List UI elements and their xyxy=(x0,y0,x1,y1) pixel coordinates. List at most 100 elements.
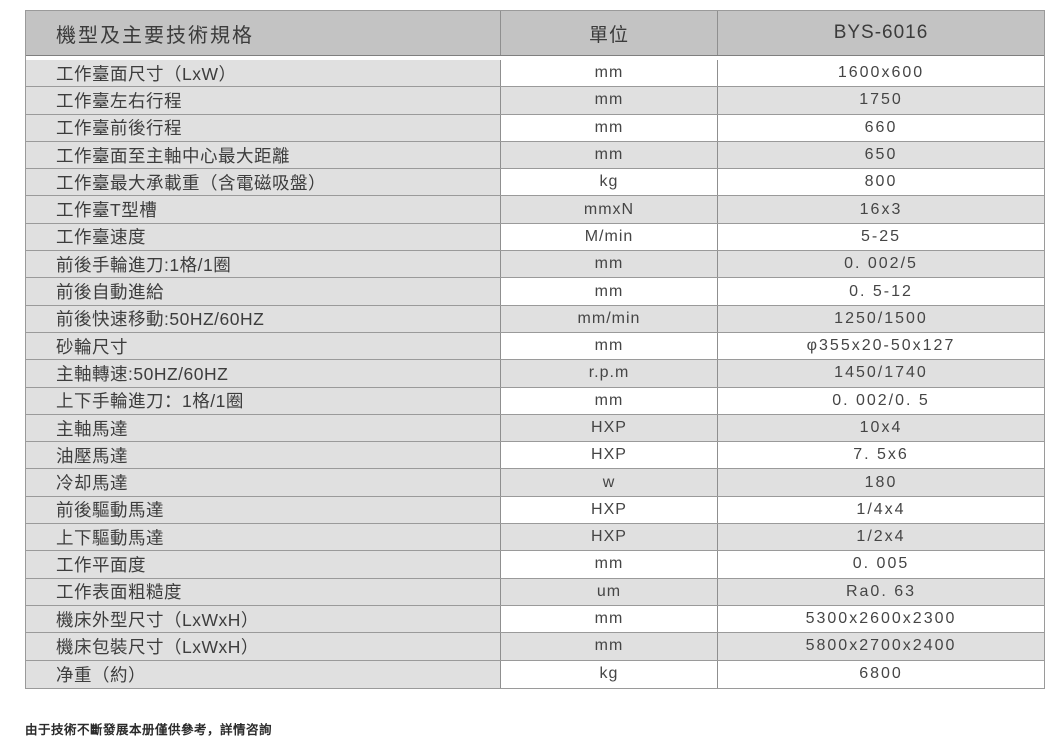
table-row: 工作臺速度 M/min 5-25 xyxy=(26,223,1044,252)
table-row: 機床外型尺寸（LxWxH） mm 5300x2600x2300 xyxy=(26,605,1044,634)
spec-name-cell: 冷却馬達 xyxy=(26,469,501,496)
specification-table: 機型及主要技術規格 單位 BYS-6016 工作臺面尺寸（LxW） mm 1600x… xyxy=(25,10,1045,689)
table-row: 主軸轉速:50HZ/60HZ r.p.m 1450/1740 xyxy=(26,360,1044,388)
unit-cell: HXP xyxy=(501,524,718,551)
spec-name-cell: 上下手輪進刀：1格/1圈 xyxy=(26,387,501,414)
table-row: 上下驅動馬達 HXP 1/2x4 xyxy=(26,524,1044,552)
table-row: 前後手輪進刀:1格/1圈 mm 0. 002/5 xyxy=(26,251,1044,279)
unit-cell: kg xyxy=(501,660,718,688)
spec-name-cell: 前後手輪進刀:1格/1圈 xyxy=(26,251,501,278)
spec-name-cell: 工作表面粗糙度 xyxy=(26,578,501,605)
unit-cell: mm xyxy=(501,141,718,169)
header-model-column: BYS-6016 xyxy=(833,22,929,43)
value-cell: 1250/1500 xyxy=(718,305,1044,332)
value-cell: 1/4x4 xyxy=(718,496,1044,524)
spec-name-cell: 上下驅動馬達 xyxy=(26,524,501,551)
value-cell: 0. 002/0. 5 xyxy=(718,387,1044,414)
table-body: 工作臺面尺寸（LxW） mm 1600x600 工作臺左右行程 mm 1750 工作臺前後行… xyxy=(26,60,1044,688)
unit-cell: mm xyxy=(501,251,718,278)
value-cell: 1/2x4 xyxy=(718,524,1044,551)
value-cell: 650 xyxy=(718,141,1044,169)
spec-name-cell: 工作臺面至主軸中心最大距離 xyxy=(26,141,501,169)
unit-cell: um xyxy=(501,578,718,605)
unit-cell: mm xyxy=(501,332,718,360)
table-row: 機床包裝尺寸（LxWxH） mm 5800x2700x2400 xyxy=(26,633,1044,661)
value-cell: 16x3 xyxy=(718,196,1044,223)
spec-name-cell: 工作臺最大承載重（含電磁吸盤） xyxy=(26,169,501,196)
value-cell: 1750 xyxy=(718,87,1044,114)
value-cell: 180 xyxy=(718,469,1044,496)
table-row: 工作臺前後行程 mm 660 xyxy=(26,114,1044,142)
unit-cell: mm xyxy=(501,278,718,305)
spec-name-cell: 工作臺左右行程 xyxy=(26,87,501,114)
value-cell: 10x4 xyxy=(718,414,1044,442)
unit-cell: mm xyxy=(501,387,718,414)
value-cell: 7. 5x6 xyxy=(718,442,1044,469)
table-row: 工作臺面尺寸（LxW） mm 1600x600 xyxy=(26,60,1044,88)
value-cell: 0. 5-12 xyxy=(718,278,1044,305)
spec-name-cell: 前後驅動馬達 xyxy=(26,496,501,524)
spec-name-cell: 工作臺面尺寸（LxW） xyxy=(26,60,501,87)
spec-name-cell: 工作平面度 xyxy=(26,551,501,578)
spec-name-cell: 净重（約） xyxy=(26,660,501,688)
value-cell: 1450/1740 xyxy=(718,360,1044,387)
table-row: 净重（約） kg 6800 xyxy=(26,660,1044,688)
header-separator xyxy=(26,56,1044,60)
value-cell: 1600x600 xyxy=(718,60,1044,87)
spec-name-cell: 主軸馬達 xyxy=(26,414,501,442)
value-cell: 6800 xyxy=(718,660,1044,688)
unit-cell: kg xyxy=(501,169,718,196)
table-row: 前後自動進給 mm 0. 5-12 xyxy=(26,278,1044,306)
value-cell: φ355x20-50x127 xyxy=(718,332,1044,360)
value-cell: 5-25 xyxy=(718,223,1044,251)
unit-cell: mm xyxy=(501,87,718,114)
spec-name-cell: 工作臺T型槽 xyxy=(26,196,501,223)
spec-name-cell: 機床包裝尺寸（LxWxH） xyxy=(26,633,501,660)
table-row: 上下手輪進刀：1格/1圈 mm 0. 002/0. 5 xyxy=(26,387,1044,415)
unit-cell: mm xyxy=(501,633,718,660)
table-row: 工作臺面至主軸中心最大距離 mm 650 xyxy=(26,141,1044,170)
unit-cell: mm/min xyxy=(501,305,718,332)
unit-cell: mm xyxy=(501,114,718,141)
table-row: 砂輪尺寸 mm φ355x20-50x127 xyxy=(26,332,1044,361)
table-row: 工作臺T型槽 mmxN 16x3 xyxy=(26,196,1044,224)
value-cell: 800 xyxy=(718,169,1044,196)
spec-name-cell: 主軸轉速:50HZ/60HZ xyxy=(26,360,501,387)
spec-name-cell: 砂輪尺寸 xyxy=(26,332,501,360)
spec-name-cell: 機床外型尺寸（LxWxH） xyxy=(26,605,501,633)
spec-name-cell: 工作臺速度 xyxy=(26,223,501,251)
value-cell: 660 xyxy=(718,114,1044,141)
spec-name-cell: 工作臺前後行程 xyxy=(26,114,501,141)
table-header-row: 機型及主要技術規格 單位 BYS-6016 xyxy=(26,11,1044,56)
table-row: 前後驅動馬達 HXP 1/4x4 xyxy=(26,496,1044,525)
unit-cell: w xyxy=(501,469,718,496)
spec-name-cell: 前後快速移動:50HZ/60HZ xyxy=(26,305,501,332)
spec-name-cell: 油壓馬達 xyxy=(26,442,501,469)
table-row: 工作臺左右行程 mm 1750 xyxy=(26,87,1044,115)
header-unit-column: 單位 xyxy=(501,11,718,55)
unit-cell: mm xyxy=(501,551,718,578)
header-spec-column: 機型及主要技術規格 xyxy=(26,11,501,55)
disclaimer-note: 由于技術不斷發展本册僅供參考，詳情咨詢 xyxy=(25,723,273,737)
unit-cell: HXP xyxy=(501,442,718,469)
unit-cell: mm xyxy=(501,60,718,87)
unit-cell: r.p.m xyxy=(501,360,718,387)
table-row: 油壓馬達 HXP 7. 5x6 xyxy=(26,442,1044,470)
unit-cell: mmxN xyxy=(501,196,718,223)
spec-name-cell: 前後自動進給 xyxy=(26,278,501,305)
value-cell: 5300x2600x2300 xyxy=(718,605,1044,633)
table-row: 冷却馬達 w 180 xyxy=(26,469,1044,497)
unit-cell: HXP xyxy=(501,414,718,442)
table-row: 主軸馬達 HXP 10x4 xyxy=(26,414,1044,443)
table-row: 工作臺最大承載重（含電磁吸盤） kg 800 xyxy=(26,169,1044,197)
table-row: 前後快速移動:50HZ/60HZ mm/min 1250/1500 xyxy=(26,305,1044,333)
unit-cell: mm xyxy=(501,605,718,633)
unit-cell: HXP xyxy=(501,496,718,524)
value-cell: 5800x2700x2400 xyxy=(718,633,1044,660)
unit-cell: M/min xyxy=(501,223,718,251)
value-cell: 0. 002/5 xyxy=(718,251,1044,278)
table-row: 工作表面粗糙度 um Ra0. 63 xyxy=(26,578,1044,606)
value-cell: Ra0. 63 xyxy=(718,578,1044,605)
value-cell: 0. 005 xyxy=(718,551,1044,578)
